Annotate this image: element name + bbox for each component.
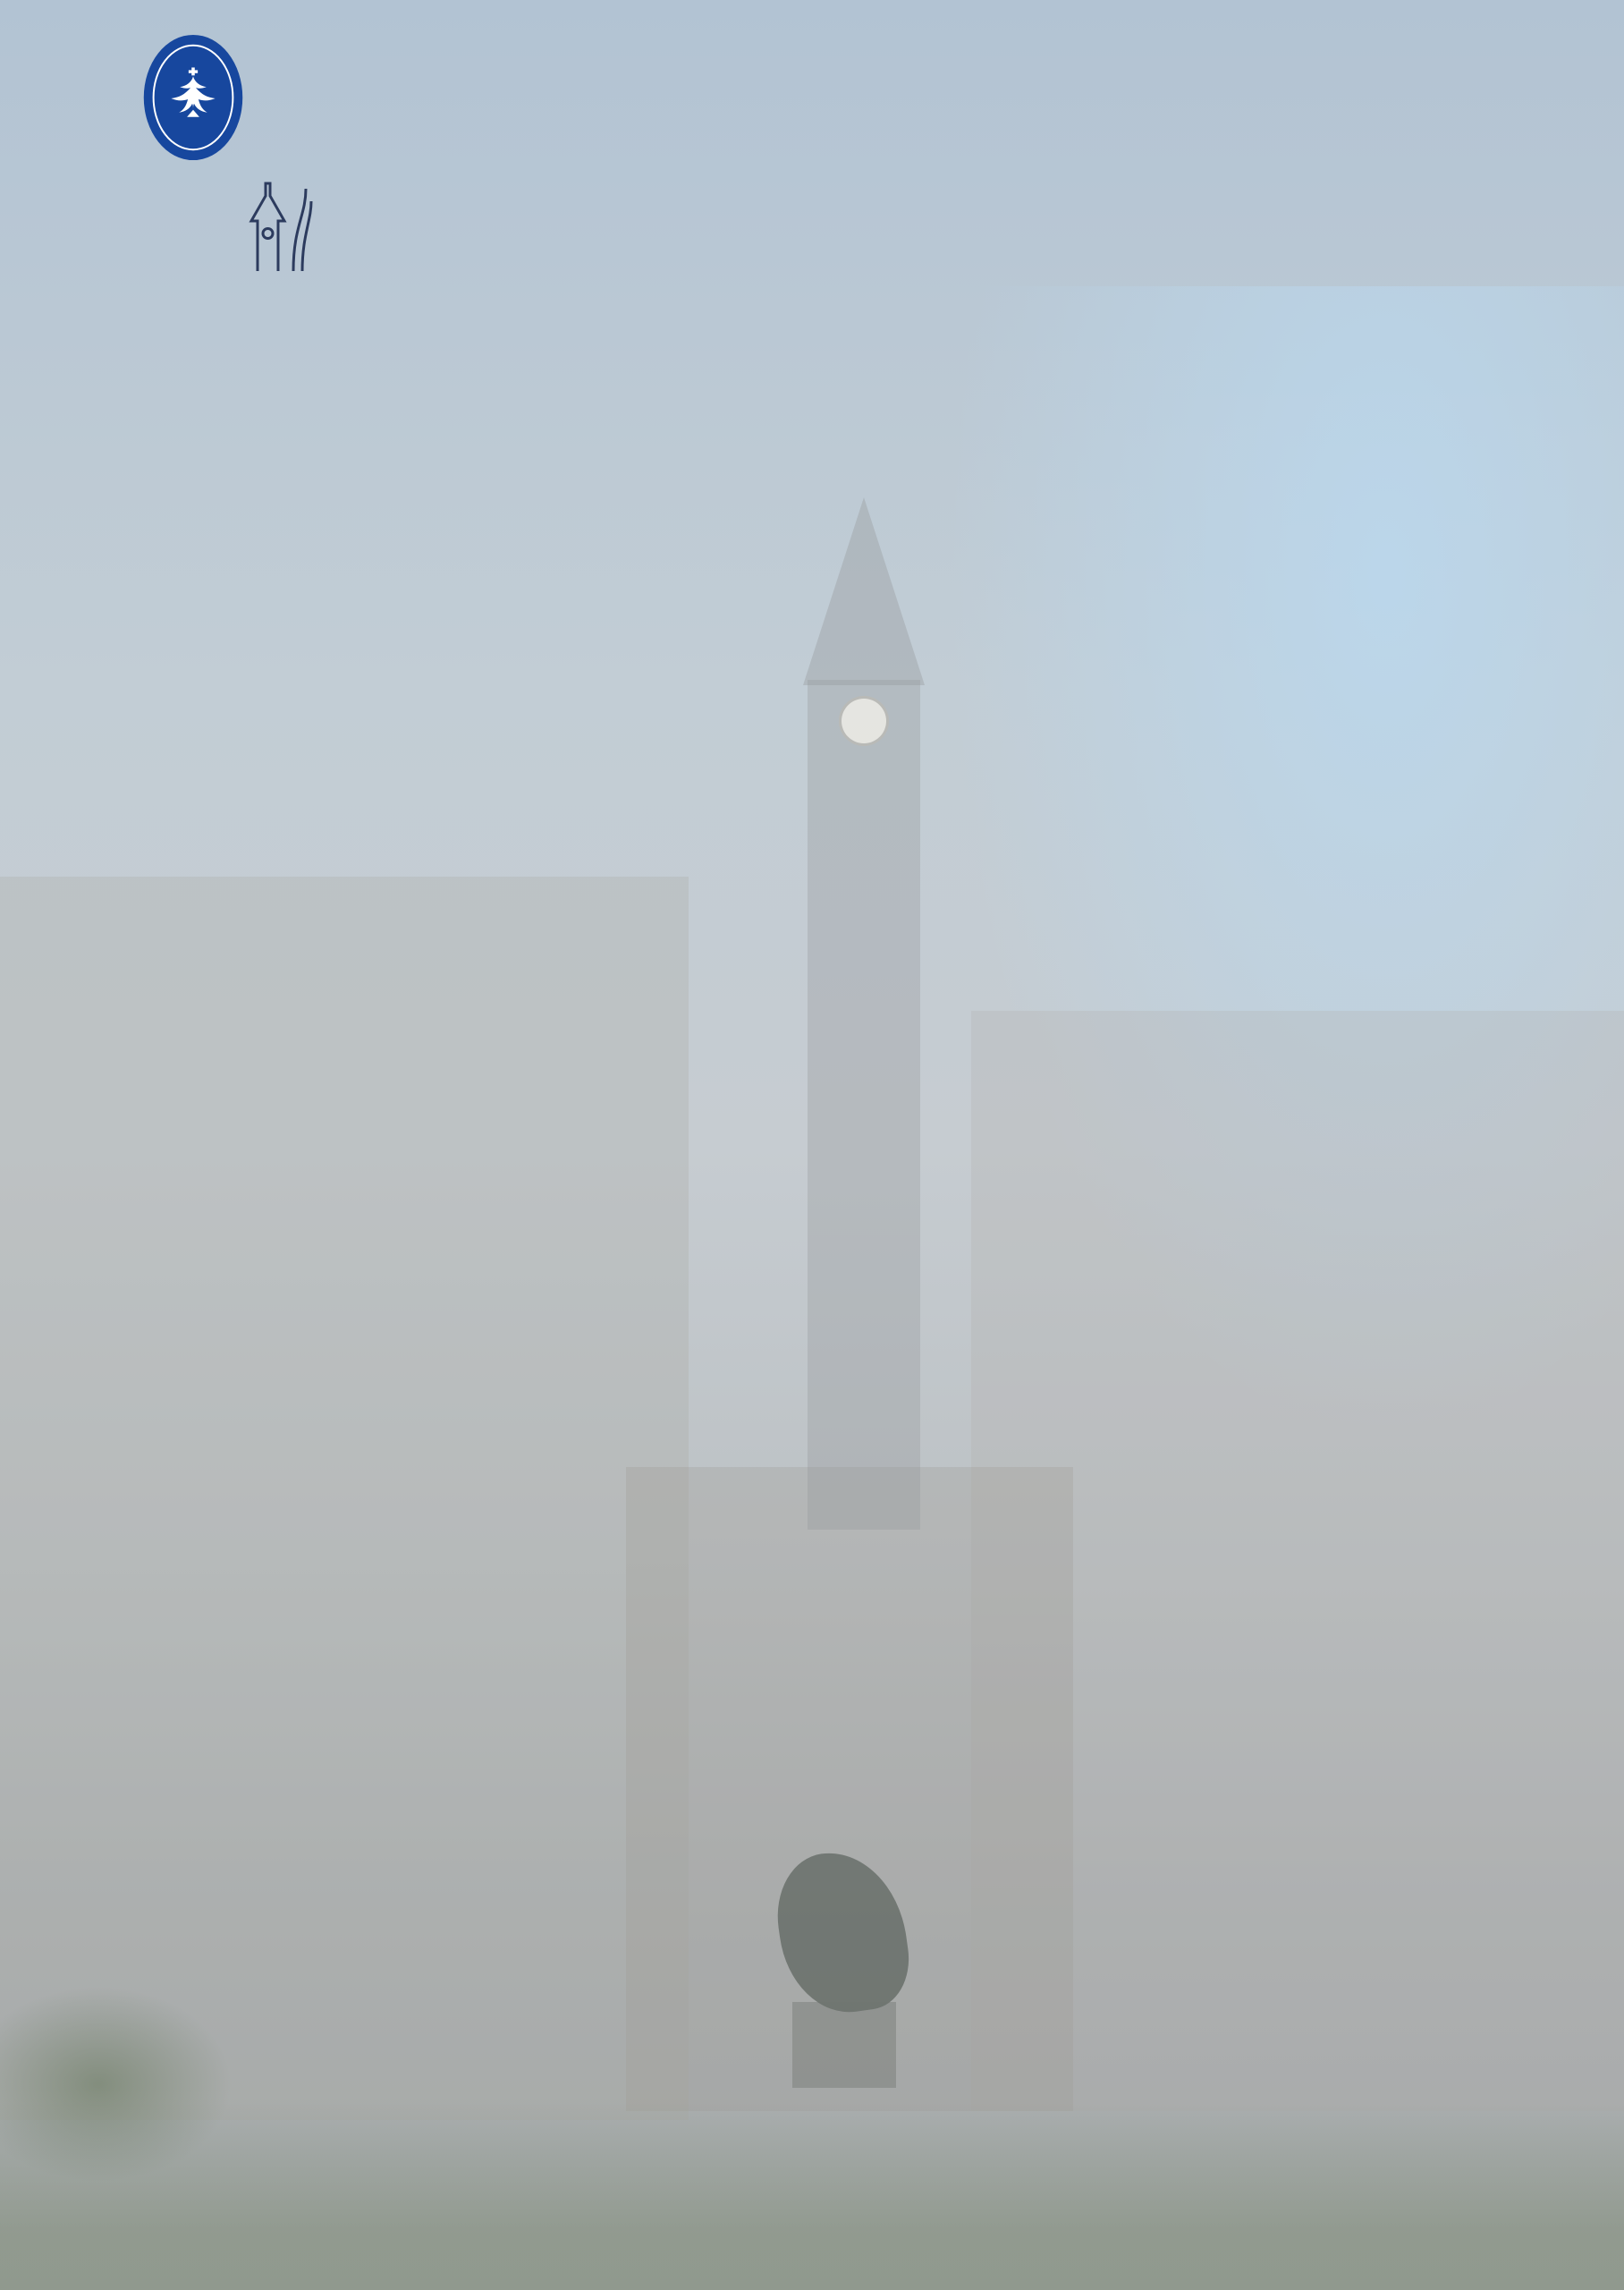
palace-right-wing-photo [971, 1011, 1624, 2111]
seal-cross-bar-icon [188, 70, 199, 73]
tower-clock [839, 696, 889, 746]
clock-tower-spire [803, 497, 925, 685]
clock-tower-body [808, 680, 920, 1530]
poster-title [964, 14, 1604, 21]
organizer-block [38, 32, 349, 279]
centennial-logo [38, 178, 349, 290]
palace-left-wing-photo [0, 877, 689, 2120]
lawn-photo [0, 2102, 1624, 2290]
sky-backdrop [944, 286, 1624, 1449]
eagle-icon [171, 76, 216, 117]
palace-tower-outline-icon [249, 182, 313, 272]
romanian-government-seal [143, 34, 243, 161]
bush-photo [0, 1986, 233, 2183]
statue-pedestal-photo [792, 2002, 896, 2088]
